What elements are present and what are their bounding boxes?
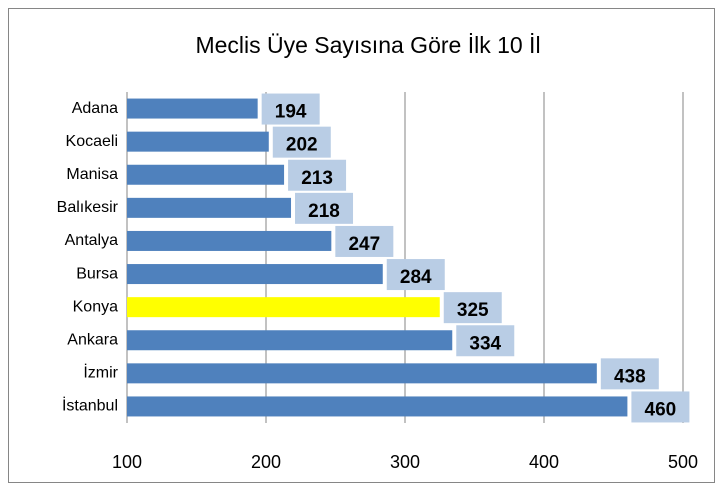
value-label: 202	[286, 135, 318, 156]
bar	[127, 330, 453, 351]
value-label-box	[295, 192, 354, 224]
y-tick-label: Bursa	[76, 265, 118, 282]
value-label-box	[272, 126, 331, 158]
bar	[127, 131, 269, 152]
value-label: 325	[457, 300, 489, 321]
bar	[127, 98, 258, 119]
bar	[127, 396, 628, 417]
y-tick-label: Balıkesir	[57, 199, 119, 216]
bar	[127, 297, 440, 318]
y-tick-label: İzmir	[83, 363, 118, 382]
value-label: 213	[301, 168, 333, 189]
y-tick-label: Konya	[73, 298, 118, 315]
y-tick-label: Ankara	[67, 331, 118, 348]
x-tick-label: 400	[529, 452, 559, 472]
y-tick-label: Adana	[72, 100, 118, 117]
value-label-box	[386, 259, 445, 291]
value-label-box	[288, 159, 347, 191]
value-label: 460	[645, 399, 677, 420]
value-label: 194	[275, 102, 307, 123]
bar	[127, 164, 285, 185]
y-tick-label: Kocaeli	[66, 133, 118, 150]
value-label: 284	[400, 267, 432, 288]
x-tick-label: 100	[112, 452, 142, 472]
x-tick-label: 500	[668, 452, 698, 472]
value-label: 334	[469, 333, 501, 354]
y-tick-label: İstanbul	[62, 396, 118, 415]
chart-title: Meclis Üye Sayısına Göre İlk 10 İl	[195, 32, 540, 58]
value-label-box	[631, 391, 690, 423]
value-label: 218	[308, 201, 340, 222]
y-tick-label: Manisa	[66, 166, 118, 183]
value-label-box	[261, 93, 320, 125]
value-label: 247	[348, 234, 380, 255]
value-label-box	[456, 325, 515, 357]
x-tick-label: 300	[390, 452, 420, 472]
bar	[127, 264, 383, 285]
y-tick-label: Antalya	[65, 232, 118, 249]
value-label: 438	[614, 366, 646, 387]
bar	[127, 363, 597, 384]
bar	[127, 230, 332, 251]
value-label-box	[600, 358, 659, 390]
value-label-box	[335, 225, 394, 257]
x-tick-label: 200	[251, 452, 281, 472]
bar	[127, 197, 292, 218]
value-label-box	[443, 292, 502, 324]
